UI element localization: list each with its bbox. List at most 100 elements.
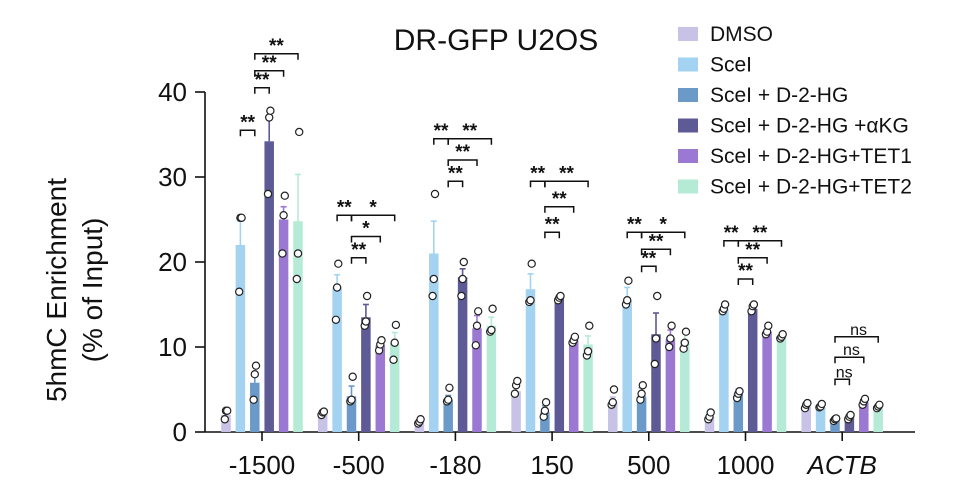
y-tick-label: 40 [158, 77, 187, 107]
significance-label: ** [337, 197, 352, 218]
bar [361, 317, 371, 432]
significance-label: ** [455, 142, 470, 163]
data-point [444, 395, 453, 404]
data-point [459, 257, 468, 267]
data-point [263, 189, 273, 199]
x-tick-label: -1500 [229, 450, 296, 480]
significance-label: ns [836, 364, 853, 381]
bar [472, 328, 482, 432]
significance-bracket [447, 180, 464, 188]
data-point [390, 338, 399, 347]
significance-bracket [834, 378, 851, 386]
data-point [295, 127, 304, 137]
bar [375, 345, 386, 432]
significance-bracket [350, 257, 367, 264]
x-tick-label: 1000 [717, 450, 775, 480]
significance-label: ** [462, 121, 477, 142]
data-point [624, 276, 633, 285]
data-point [526, 296, 535, 305]
bar [346, 396, 357, 432]
data-point [474, 307, 483, 316]
significance-bracket [447, 159, 478, 166]
data-point [445, 383, 454, 392]
chart-title: DR-GFP U2OS [394, 24, 598, 57]
data-point [362, 291, 372, 301]
data-point [749, 300, 759, 309]
bar [608, 402, 618, 432]
significance-bracket [447, 138, 493, 145]
data-point [234, 287, 244, 296]
significance-label: * [362, 219, 370, 240]
bar [665, 338, 676, 432]
bar [815, 406, 826, 432]
significance-label: ** [738, 261, 753, 282]
data-point [319, 407, 329, 416]
bar [801, 406, 811, 432]
significance-bracket [544, 180, 589, 188]
data-point [875, 400, 884, 409]
significance-label: ** [262, 53, 277, 74]
bar [486, 325, 497, 432]
significance-label: * [659, 214, 667, 235]
bar [540, 412, 550, 432]
bar [680, 340, 690, 432]
significance-label: ns [850, 322, 867, 339]
bar [651, 334, 661, 432]
significance-label: ** [559, 163, 574, 184]
significance-bracket [254, 53, 299, 60]
bar [554, 297, 565, 432]
data-point [803, 398, 812, 408]
bar [389, 342, 400, 432]
data-point [609, 385, 619, 394]
data-point [361, 317, 371, 326]
data-point [266, 106, 275, 115]
significance-label: ** [255, 70, 270, 91]
significance-label: ** [269, 36, 284, 57]
y-axis-title-line2: (% of Input) [77, 218, 108, 363]
data-point [348, 372, 357, 381]
data-point [428, 291, 437, 301]
significance-label: ** [745, 240, 760, 261]
data-point [416, 415, 425, 424]
data-point [817, 399, 827, 409]
legend-swatch [678, 57, 698, 72]
bar [511, 391, 521, 432]
significance-label: ** [724, 223, 739, 244]
data-point [706, 408, 715, 417]
bar [221, 415, 231, 432]
data-point [540, 406, 550, 415]
data-point [220, 415, 229, 424]
legend-label: SceI + D-2-HG+TET2 [710, 176, 912, 199]
data-point [681, 327, 691, 336]
data-point [556, 291, 565, 301]
y-tick-label: 30 [158, 162, 187, 192]
significance-label: ** [545, 214, 560, 235]
data-point [778, 330, 787, 339]
data-point [472, 321, 482, 330]
bar [568, 340, 579, 432]
data-point [764, 321, 773, 330]
significance-label: ** [448, 163, 463, 184]
data-point [377, 336, 386, 345]
data-point [541, 398, 551, 407]
legend-swatch [678, 179, 698, 194]
data-point [583, 347, 593, 356]
significance-bracket [834, 356, 865, 364]
legend-swatch [678, 27, 698, 41]
data-point [527, 259, 536, 268]
data-point [637, 389, 646, 398]
significance-label: ** [753, 223, 768, 244]
legend-label: DMSO [710, 23, 773, 46]
significance-label: ** [351, 240, 366, 261]
significance-bracket [640, 231, 686, 239]
data-point [280, 191, 289, 200]
data-point [832, 414, 841, 423]
data-point [513, 376, 522, 386]
legend-swatch [678, 88, 698, 102]
bar [747, 308, 758, 432]
data-point [860, 394, 870, 404]
bar [844, 416, 855, 432]
data-point [279, 211, 288, 220]
